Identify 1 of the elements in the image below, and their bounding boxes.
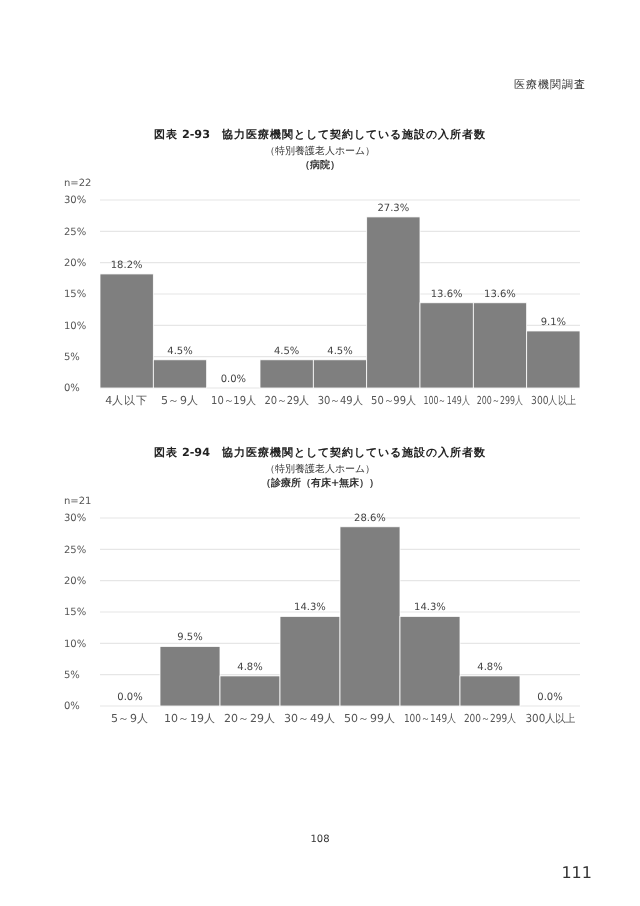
text: 111 (561, 864, 592, 882)
